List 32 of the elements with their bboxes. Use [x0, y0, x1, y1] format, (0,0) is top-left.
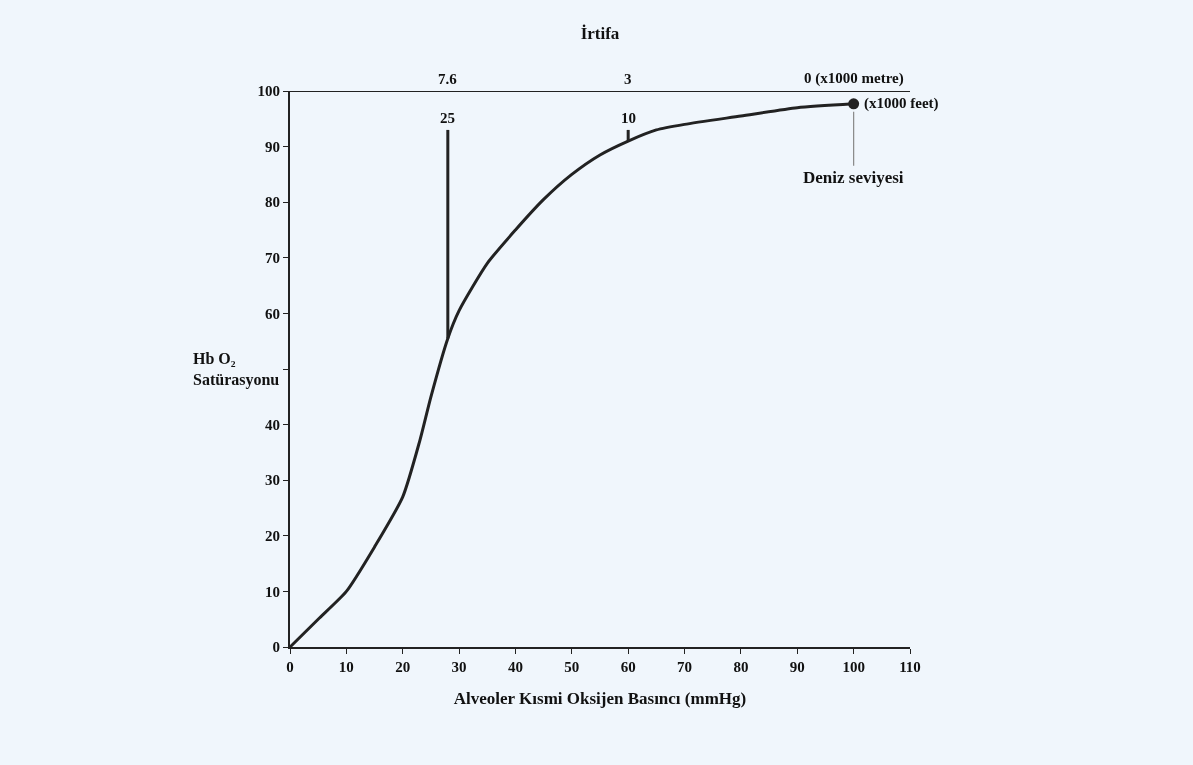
x-tick-label: 20	[395, 659, 411, 675]
x-tick-label: 10	[338, 659, 354, 675]
x-tick-label: 70	[677, 659, 693, 675]
y-tick-label: 20	[265, 528, 280, 545]
x-tick-label: 30	[451, 659, 467, 675]
annotation: Deniz seviyesi	[803, 168, 904, 187]
y-tick-label: 60	[265, 305, 280, 322]
y-axis-title: Hb O₂ Satürasyonu	[193, 350, 280, 389]
x-tick-label: 40	[507, 659, 523, 675]
y-tick-label: 10	[265, 583, 280, 600]
y-tick-label: 90	[265, 138, 280, 155]
annotation: 0 (x1000 metre)	[804, 70, 904, 87]
y-tick-label: 30	[265, 472, 280, 489]
annotation: (x1000 feet)	[864, 95, 939, 112]
x-tick-label: 60	[620, 659, 636, 675]
annotation: 10	[621, 110, 636, 126]
x-tick-label: 0	[286, 659, 294, 675]
y-tick-label: 40	[265, 416, 280, 433]
x-tick-label: 100	[842, 659, 865, 675]
x-tick-label: 50	[564, 659, 580, 675]
x-tick-label: 80	[733, 659, 749, 675]
x-tick-label: 90	[789, 659, 805, 675]
annotation: 7.6	[438, 71, 458, 87]
y-tick-label: 100	[257, 83, 280, 100]
x-axis-title: Alveoler Kısmi Oksijen Basıncı (mmHg)	[453, 688, 747, 708]
chart-title: İrtifa	[580, 23, 620, 43]
x-tick-label: 110	[899, 659, 921, 675]
y-tick-label: 70	[265, 250, 280, 267]
annotation: 25	[440, 110, 455, 126]
annotation: 3	[624, 71, 632, 87]
y-tick-label: 0	[272, 639, 280, 656]
y-tick-label: 80	[265, 194, 280, 211]
